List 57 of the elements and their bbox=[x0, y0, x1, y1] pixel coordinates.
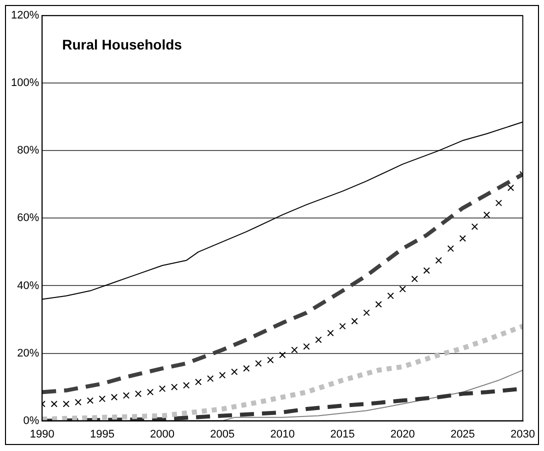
point bbox=[50, 400, 58, 408]
point bbox=[182, 382, 190, 389]
y-tick-label: 0% bbox=[23, 414, 40, 427]
point bbox=[399, 286, 406, 292]
point bbox=[471, 223, 478, 230]
point bbox=[327, 330, 334, 336]
point bbox=[447, 245, 454, 252]
point bbox=[387, 292, 394, 300]
x-tick-label: 2005 bbox=[210, 428, 235, 440]
point bbox=[483, 211, 490, 218]
point bbox=[170, 384, 178, 390]
x-tick-label: 1990 bbox=[30, 428, 54, 440]
point bbox=[435, 257, 442, 264]
point bbox=[279, 352, 286, 358]
point bbox=[267, 356, 274, 364]
y-tick-label: 40% bbox=[17, 280, 40, 292]
y-tick-label: 100% bbox=[10, 77, 40, 90]
x-tick-label: 1995 bbox=[90, 428, 114, 440]
y-tick-label: 120% bbox=[10, 10, 40, 22]
point bbox=[158, 385, 166, 392]
point bbox=[74, 398, 82, 406]
point bbox=[62, 400, 70, 408]
x-tick-label: 2015 bbox=[330, 428, 355, 440]
point bbox=[315, 336, 322, 344]
point bbox=[423, 267, 430, 274]
x-tick-label: 2030 bbox=[510, 428, 536, 440]
point bbox=[303, 343, 310, 350]
point bbox=[255, 360, 262, 367]
text: Rural Households bbox=[62, 36, 182, 52]
point bbox=[495, 200, 502, 206]
point bbox=[411, 276, 418, 282]
point bbox=[375, 300, 382, 308]
line-series bbox=[42, 172, 523, 394]
x-tick-label: 2010 bbox=[270, 428, 295, 440]
point bbox=[459, 235, 466, 242]
point bbox=[243, 365, 250, 372]
point bbox=[507, 184, 514, 192]
y-tick-label: 60% bbox=[17, 212, 40, 224]
x-tick-label: 2020 bbox=[390, 428, 415, 440]
point bbox=[195, 378, 202, 386]
point bbox=[219, 372, 226, 379]
point bbox=[86, 397, 94, 404]
point bbox=[291, 346, 298, 354]
x-tick-label: 2025 bbox=[450, 428, 475, 440]
point bbox=[134, 390, 142, 398]
point bbox=[110, 394, 118, 400]
point bbox=[122, 392, 130, 399]
point bbox=[363, 309, 370, 316]
point bbox=[351, 318, 358, 325]
x-tick-label: 2000 bbox=[150, 428, 175, 440]
y-tick-label: 80% bbox=[17, 144, 40, 157]
y-tick-label: 20% bbox=[17, 347, 40, 360]
point bbox=[231, 368, 238, 376]
point bbox=[339, 322, 346, 330]
point bbox=[207, 375, 214, 382]
point bbox=[98, 396, 106, 402]
point bbox=[146, 388, 154, 396]
